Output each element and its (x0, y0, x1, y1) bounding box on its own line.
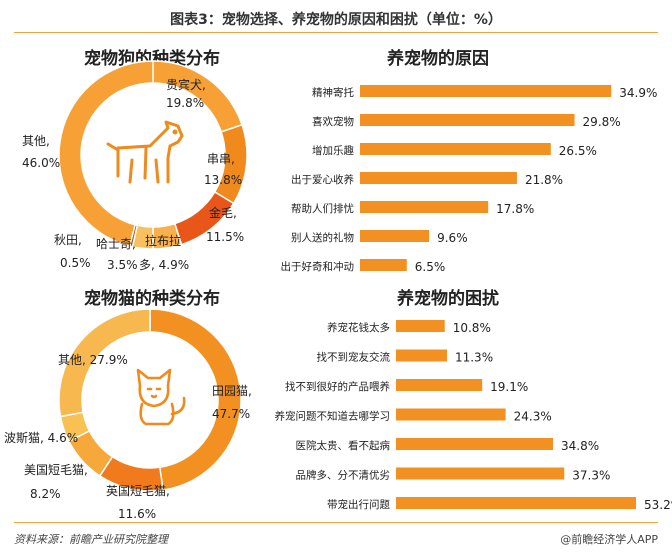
bar (396, 320, 445, 332)
dog-slice-label: 其他, 46.0% (22, 134, 60, 170)
cat-donut (58, 308, 242, 492)
svg-text:英国短毛猫,: 英国短毛猫, (106, 484, 170, 498)
footer-divider (14, 522, 658, 523)
bar-value-label: 21.8% (525, 173, 563, 187)
cat-icon (136, 368, 186, 426)
troubles-chart-title: 养宠物的困扰 (396, 288, 499, 309)
bar-category-label: 品牌多、分不清优劣 (296, 469, 391, 482)
bar-category-label: 别人送的礼物 (291, 231, 354, 244)
bar (396, 379, 483, 391)
bar-value-label: 24.3% (514, 410, 552, 424)
bar-value-label: 53.2% (644, 498, 672, 512)
bar-category-label: 找不到很好的产品喂养 (285, 380, 390, 393)
cat-slice-label: 美国短毛猫, 8.2% (24, 463, 88, 501)
bar (360, 230, 430, 242)
svg-text:11.5%: 11.5% (206, 230, 244, 244)
source-note: 资料来源：前瞻产业研究院整理 (14, 533, 168, 546)
svg-text:46.0%: 46.0% (22, 156, 60, 170)
brand-credit: @前瞻经济学人APP (560, 533, 658, 546)
bar-category-label: 出于爱心收养 (291, 173, 354, 186)
bar-value-label: 37.3% (572, 469, 610, 483)
bar-category-label: 医院太贵、看不起病 (296, 439, 391, 452)
dog-slice-label: 秋田, 0.5% (54, 233, 91, 270)
svg-text:8.2%: 8.2% (30, 487, 61, 501)
svg-text:金毛,: 金毛, (209, 205, 237, 220)
svg-text:秋田,: 秋田, (54, 233, 82, 247)
svg-text:其他, 27.9%: 其他, 27.9% (58, 353, 128, 367)
cat-slice-label: 田园猫, 47.7% (212, 384, 252, 421)
svg-text:波斯猫, 4.6%: 波斯猫, 4.6% (4, 431, 78, 445)
dog-slice-label: 哈士奇, 3.5% (96, 237, 138, 272)
dog-slice-label: 金毛, 11.5% (206, 205, 244, 244)
dog-donut (58, 60, 248, 250)
svg-text:13.8%: 13.8% (204, 173, 242, 187)
bar (360, 172, 517, 184)
svg-text:田园猫,: 田园猫, (212, 384, 252, 398)
cat-slice-label: 其他, 27.9% (58, 353, 128, 367)
svg-text:11.6%: 11.6% (118, 507, 156, 521)
dog-chart-title: 宠物狗的种类分布 (84, 48, 220, 69)
dog-slice-label: 贵宾犬, 19.8% (166, 77, 206, 110)
bar-category-label: 精神寄托 (312, 86, 354, 99)
reasons-chart-title: 养宠物的原因 (386, 48, 489, 69)
svg-text:哈士奇,: 哈士奇, (96, 237, 136, 251)
svg-text:47.7%: 47.7% (212, 407, 250, 421)
svg-text:19.8%: 19.8% (166, 96, 204, 110)
bar-category-label: 出于好奇和冲动 (281, 260, 355, 273)
bar (360, 114, 575, 126)
bar-value-label: 34.8% (561, 439, 599, 453)
bar-category-label: 找不到宠友交流 (317, 351, 391, 364)
bar-category-label: 养宠花钱太多 (327, 321, 390, 334)
dog-slice-label: 串串, 13.8% (204, 152, 242, 187)
bar-value-label: 11.3% (455, 351, 493, 365)
bar (396, 408, 506, 421)
bar-value-label: 17.8% (496, 202, 534, 216)
svg-text:其他,: 其他, (22, 134, 50, 148)
cat-slice-label: 波斯猫, 4.6% (4, 431, 78, 445)
cat-chart-title: 宠物猫的种类分布 (84, 288, 220, 309)
dog-donut-slice (58, 60, 154, 247)
svg-text:串串,: 串串, (207, 152, 235, 166)
bar-value-label: 34.9% (619, 86, 657, 100)
cat-slice-label: 英国短毛猫, 11.6% (106, 484, 170, 521)
bar-value-label: 26.5% (559, 144, 597, 158)
bar-value-label: 9.6% (437, 231, 468, 245)
bar-category-label: 带宠出行问题 (327, 498, 390, 511)
svg-text:0.5%: 0.5% (60, 256, 91, 270)
bar (360, 259, 407, 271)
bar-category-label: 增加乐趣 (312, 144, 354, 157)
bar (360, 143, 551, 155)
bar-category-label: 养宠问题不知道去哪学习 (275, 410, 391, 423)
bar-category-label: 喜欢宠物 (312, 115, 354, 128)
cat-donut-slice (58, 308, 151, 418)
bar-value-label: 29.8% (583, 115, 621, 129)
bar-value-label: 10.8% (453, 321, 491, 335)
svg-text:多, 4.9%: 多, 4.9% (139, 258, 189, 272)
troubles-bar-chart: 养宠花钱太多 10.8% 找不到宠友交流 11.3% 找不到很好的产品喂养 19.1% 养宠… (275, 320, 672, 512)
bar-value-label: 6.5% (415, 260, 446, 274)
bar (396, 497, 636, 509)
title-divider (14, 32, 658, 33)
cat-donut-slice (149, 308, 242, 491)
dog-slice-label: 拉布拉 多, 4.9% (139, 233, 189, 272)
bar (396, 438, 553, 450)
bar (396, 467, 565, 480)
reasons-bar-chart: 精神寄托 34.9% 喜欢宠物 29.8% 增加乐趣 26.5% 出于爱心收养 21.8% 帮助… (281, 85, 657, 274)
bar-value-label: 19.1% (490, 380, 528, 394)
bar (396, 349, 447, 362)
bar (360, 85, 612, 97)
svg-text:3.5%: 3.5% (107, 258, 138, 272)
svg-text:拉布拉: 拉布拉 (145, 233, 181, 248)
dog-icon (106, 120, 184, 184)
svg-text:贵宾犬,: 贵宾犬, (166, 77, 206, 92)
svg-text:美国短毛猫,: 美国短毛猫, (24, 463, 88, 477)
bar (360, 201, 489, 213)
page-title: 图表3：宠物选择、养宠物的原因和困扰（单位：%） (170, 12, 502, 28)
bar-category-label: 帮助人们排忧 (291, 202, 354, 215)
